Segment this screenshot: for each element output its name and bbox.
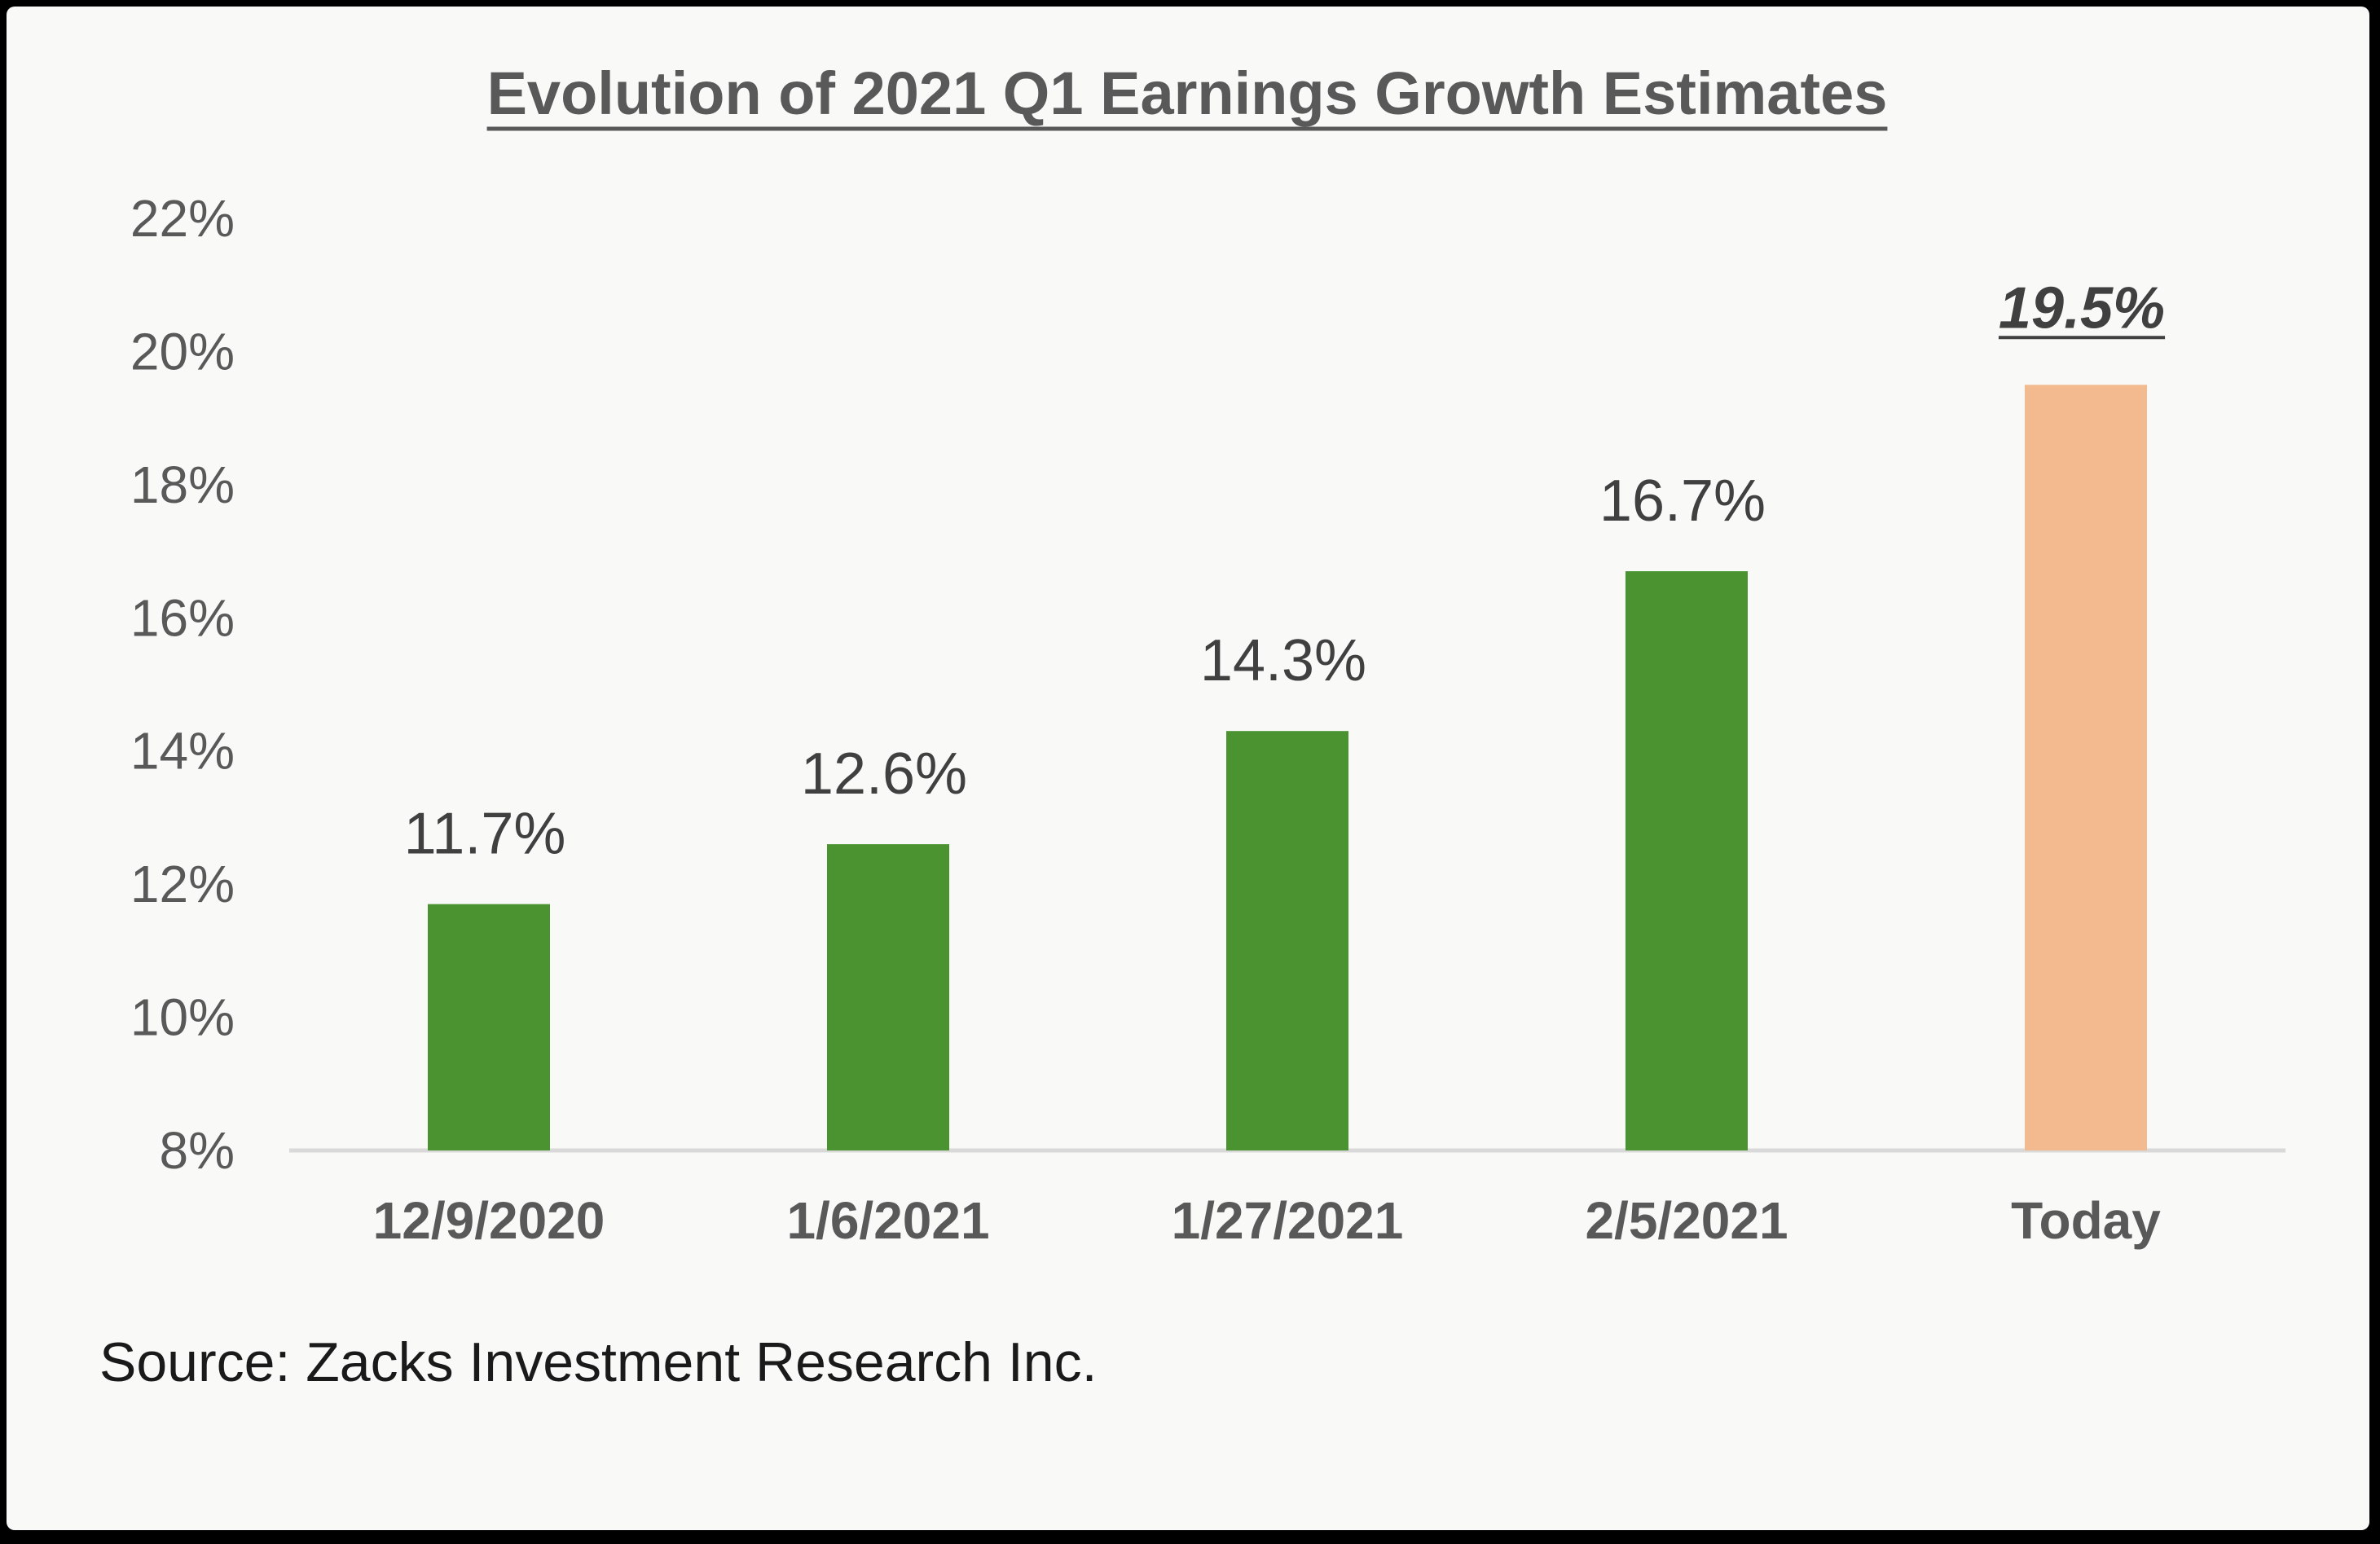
bars: 11.7% 12.6% 14.3% 16.7% 19.5%	[404, 275, 2166, 1150]
chart-card	[7, 7, 2369, 1530]
y-tick-label: 8%	[160, 1121, 235, 1180]
bar	[428, 904, 550, 1150]
data-label: 19.5%	[1999, 275, 2165, 341]
bar-highlight	[2025, 385, 2147, 1150]
y-tick-label: 10%	[130, 988, 235, 1047]
y-tick-label: 16%	[130, 588, 235, 647]
y-tick-label: 18%	[130, 455, 235, 514]
data-label: 12.6%	[801, 741, 967, 807]
x-tick-label: 1/6/2021	[786, 1191, 989, 1250]
y-axis: 8% 10% 12% 14% 16% 18% 20% 22%	[130, 189, 235, 1180]
bar	[827, 844, 949, 1150]
bar	[1626, 571, 1748, 1150]
y-tick-label: 22%	[130, 189, 235, 248]
x-tick-label: 2/5/2021	[1585, 1191, 1788, 1250]
chart-title: Evolution of 2021 Q1 Earnings Growth Est…	[487, 59, 1888, 127]
y-tick-label: 14%	[130, 722, 235, 781]
y-tick-label: 12%	[130, 855, 235, 913]
y-tick-label: 20%	[130, 322, 235, 381]
data-label: 11.7%	[404, 802, 566, 867]
x-tick-label: 12/9/2020	[373, 1191, 605, 1250]
source-note: Source: Zacks Investment Research Inc.	[99, 1331, 1098, 1393]
x-tick-label: Today	[2011, 1191, 2161, 1250]
x-axis: 12/9/2020 1/6/2021 1/27/2021 2/5/2021 Today	[373, 1191, 2162, 1250]
x-tick-label: 1/27/2021	[1172, 1191, 1404, 1250]
data-label: 14.3%	[1200, 628, 1366, 693]
bar	[1226, 731, 1348, 1150]
data-label: 16.7%	[1599, 468, 1766, 534]
